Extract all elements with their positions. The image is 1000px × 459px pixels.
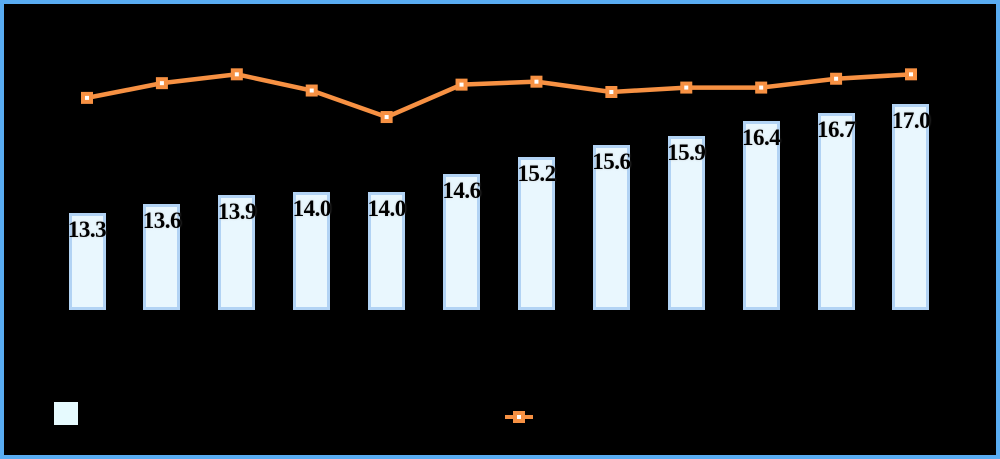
legend-marker-center-dot — [517, 414, 521, 419]
bar-value-label: 16.7 — [816, 116, 856, 142]
line-marker — [455, 78, 468, 91]
legend-square-marker-icon — [513, 410, 525, 423]
bar — [892, 103, 930, 310]
line-marker-center — [159, 81, 164, 86]
legend-line-marker — [505, 408, 533, 425]
line-marker — [230, 68, 243, 81]
line-marker — [380, 111, 393, 124]
line-marker-center — [834, 76, 839, 81]
line-marker — [155, 77, 168, 90]
bar — [817, 112, 855, 310]
bar-value-label: 15.6 — [592, 149, 631, 175]
bar-value-label: 15.2 — [517, 160, 556, 186]
line-marker-center — [85, 95, 89, 100]
line-marker — [81, 91, 93, 104]
bar — [667, 136, 705, 310]
line-marker-center — [759, 85, 764, 90]
bar — [143, 203, 181, 310]
bar-value-label: 17.0 — [891, 107, 931, 133]
bar — [368, 192, 406, 310]
bar — [443, 174, 481, 310]
bar — [68, 212, 106, 310]
bar-value-label: 15.9 — [667, 140, 706, 166]
bar-value-label: 16.4 — [742, 125, 781, 151]
bar — [592, 145, 630, 310]
legend-bar-swatch — [54, 402, 78, 425]
bar — [742, 121, 780, 310]
bar — [517, 156, 555, 310]
line-marker-center — [908, 72, 913, 77]
line-marker — [530, 75, 543, 88]
line-marker — [830, 72, 843, 85]
bar-value-label: 13.9 — [217, 199, 257, 225]
line-marker-center — [384, 115, 389, 120]
line-marker — [904, 68, 917, 81]
line-marker-center — [234, 72, 239, 77]
line-marker-center — [309, 88, 314, 93]
line-marker-center — [459, 82, 464, 87]
line-marker-center — [534, 79, 539, 84]
line-marker — [305, 84, 318, 97]
bar — [293, 192, 331, 310]
line-marker-center — [684, 85, 689, 90]
line-marker-center — [609, 89, 614, 94]
bar-value-label: 13.6 — [142, 207, 182, 233]
trend-line-path — [86, 72, 912, 120]
line-marker — [680, 81, 693, 94]
bar — [218, 195, 256, 310]
bar-value-label: 13.3 — [67, 216, 107, 242]
bar-value-label: 14.0 — [292, 196, 332, 222]
line-marker — [605, 85, 618, 98]
bar-value-label: 14.6 — [442, 178, 481, 204]
bar-value-label: 14.0 — [367, 196, 407, 222]
line-marker — [755, 81, 768, 94]
